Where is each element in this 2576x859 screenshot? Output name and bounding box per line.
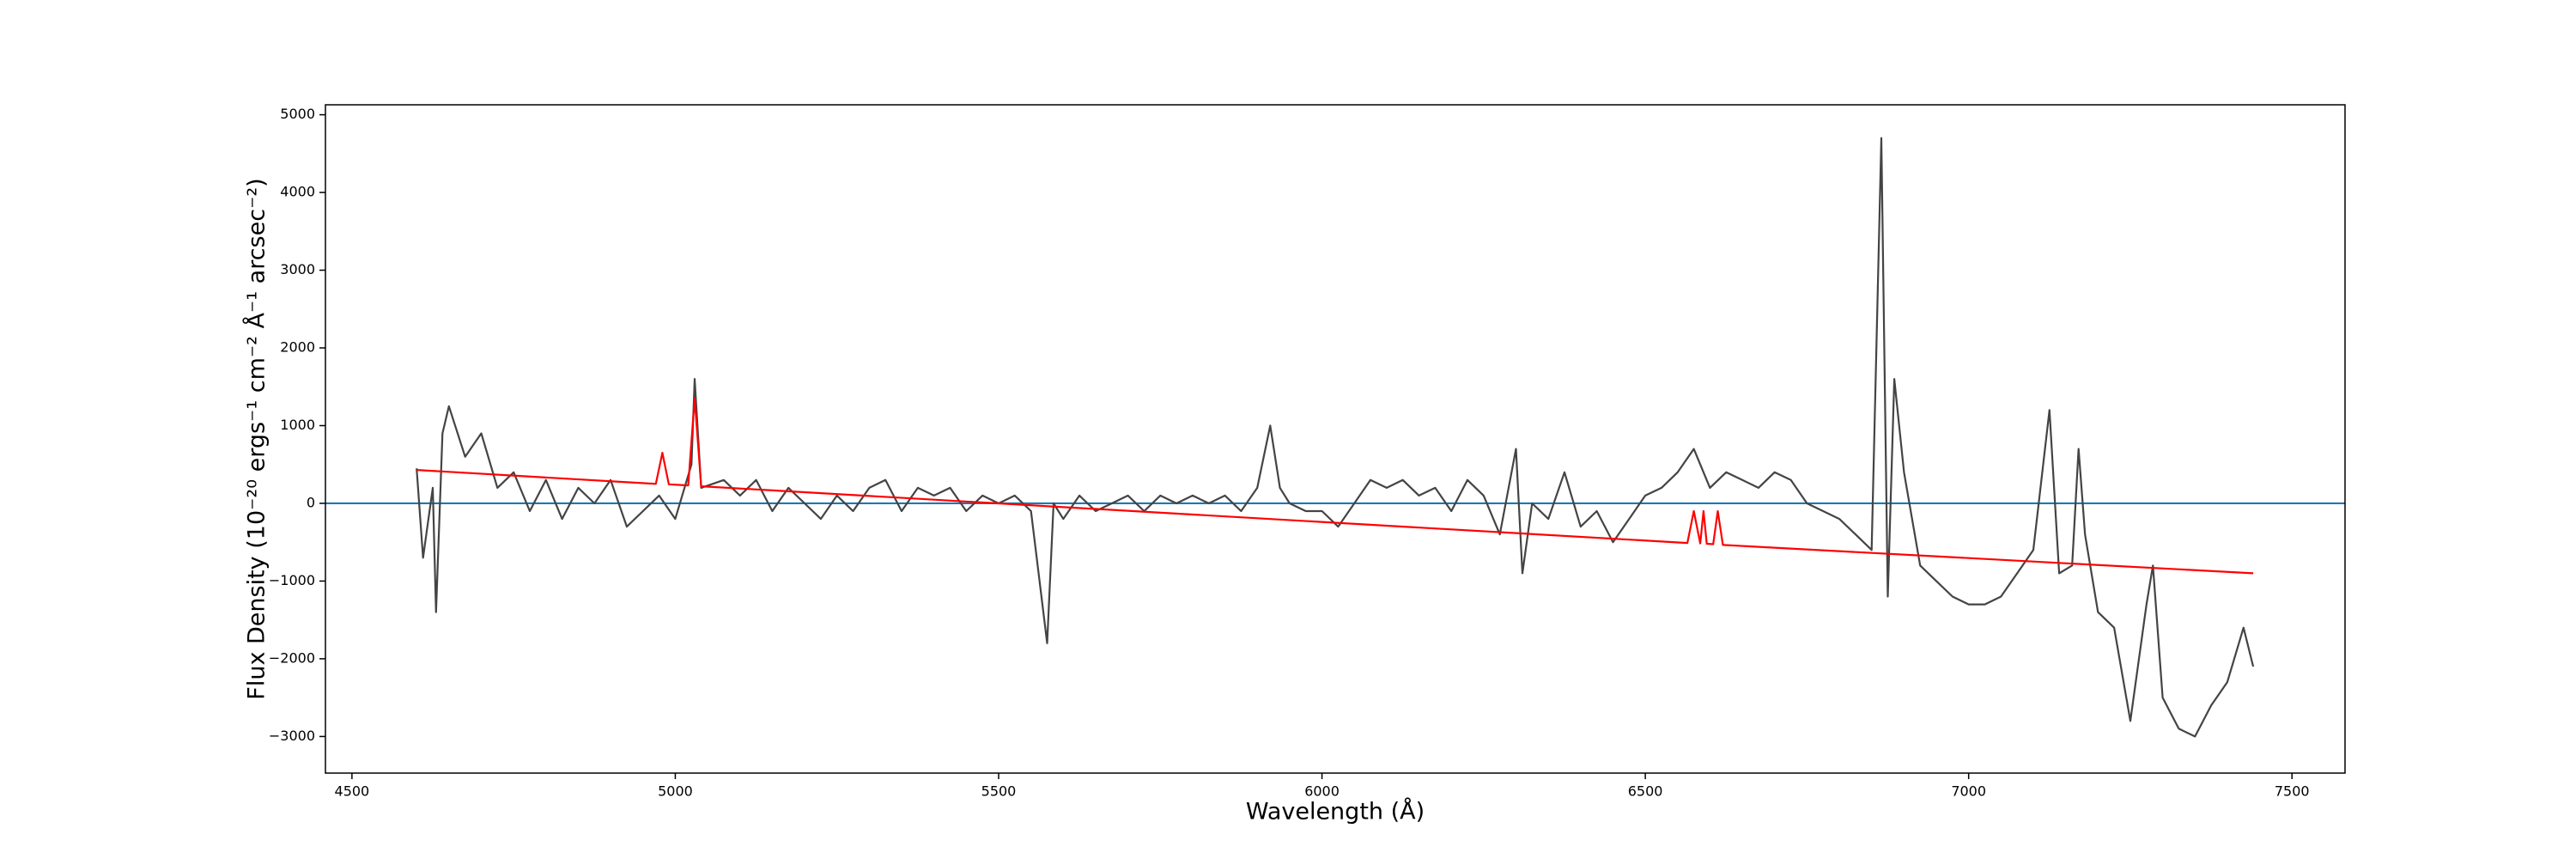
y-tick-label: 2000 [280, 339, 315, 356]
x-tick-label: 6000 [1304, 783, 1340, 800]
x-tick-label: 5500 [981, 783, 1017, 800]
y-tick-label: 5000 [280, 106, 315, 122]
y-tick-label: −2000 [269, 649, 315, 666]
y-tick-label: −3000 [269, 728, 315, 744]
y-axis-label: Flux Density (10⁻²⁰ ergs⁻¹ cm⁻² Å⁻¹ arcs… [243, 178, 270, 699]
y-tick-label: 4000 [280, 184, 315, 200]
x-tick-label: 5000 [658, 783, 693, 800]
y-tick-label: 3000 [280, 261, 315, 277]
x-tick-label: 6500 [1628, 783, 1663, 800]
series-line [416, 397, 2254, 575]
series-line [416, 137, 2255, 738]
x-axis-label: Wavelength (Å) [1246, 798, 1425, 825]
x-tick-label: 7000 [1951, 783, 1986, 800]
y-tick-label: 1000 [280, 417, 315, 433]
y-tick-label: 0 [307, 494, 315, 510]
x-tick-label: 7500 [2275, 783, 2310, 800]
plot-frame [325, 104, 2346, 774]
y-tick-label: −1000 [269, 572, 315, 588]
x-tick-label: 4500 [335, 783, 370, 800]
